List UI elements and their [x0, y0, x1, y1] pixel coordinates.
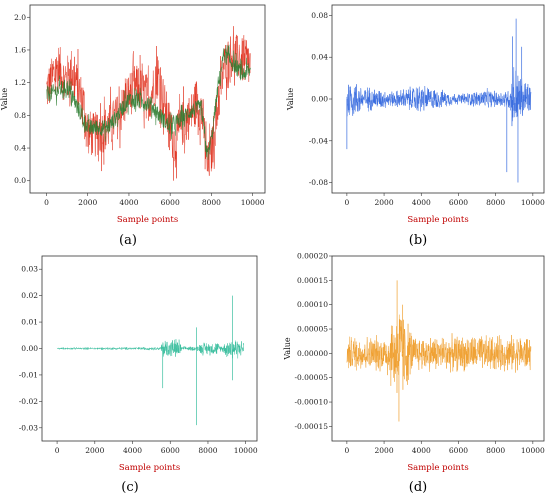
y-tick-label: -0.02 [19, 397, 38, 406]
y-axis-label: Value [283, 337, 292, 361]
panel-d: 0 2000 4000 6000 8000 10000 -0.00015 -0.00010 -0… [283, 252, 545, 496]
x-axis-label: Sample points [407, 215, 468, 225]
x-tick-label: 10000 [521, 446, 545, 455]
panel-label: (c) [121, 480, 138, 495]
x-tick-label: 2000 [85, 446, 104, 455]
panel-label: (b) [409, 233, 427, 248]
x-tick-label: 4000 [412, 446, 431, 455]
x-tick-label: 8000 [486, 198, 505, 207]
series-trace [346, 314, 532, 393]
panel-label: (d) [409, 480, 427, 495]
x-tick-label: 2000 [375, 446, 394, 455]
y-tick-label: 1.6 [14, 45, 26, 54]
x-tick-label: 6000 [161, 446, 180, 455]
x-tick-label: 0 [344, 446, 349, 455]
x-tick-label: 0 [44, 198, 49, 207]
y-tick-label: 0.00015 [297, 276, 328, 285]
x-tick-label: 6000 [161, 198, 180, 207]
y-tick-label: 0.00020 [297, 252, 328, 261]
x-tick-label: 0 [344, 198, 349, 207]
y-tick-label: 0.00005 [297, 325, 328, 334]
series-line [46, 44, 251, 160]
panel-label: (a) [119, 233, 137, 248]
y-axis-label: Value [286, 88, 295, 112]
y-tick-label: -0.03 [19, 423, 38, 432]
y-tick-label: 0.03 [21, 265, 38, 274]
y-tick-label: 2.0 [14, 13, 26, 22]
y-tick-label: 0.4 [14, 144, 26, 153]
y-tick-label: -0.00015 [294, 422, 328, 431]
y-tick-label: 0.02 [21, 291, 38, 300]
x-tick-label: 4000 [119, 198, 138, 207]
y-tick-label: 1.2 [14, 78, 26, 87]
x-tick-label: 4000 [412, 198, 431, 207]
y-tick-label: 0.04 [311, 53, 328, 62]
y-tick-label: 0.00000 [297, 349, 328, 358]
x-tick-label: 0 [55, 446, 60, 455]
x-tick-label: 10000 [241, 198, 265, 207]
y-axis-label: Value [0, 88, 9, 112]
plot-frame [331, 255, 545, 442]
panel-b: 0 2000 4000 6000 8000 10000 -0.08 -0.04 0.00 0.04… [286, 4, 545, 248]
y-tick-label: -0.00005 [294, 373, 328, 382]
y-tick-label: 0.01 [21, 318, 38, 327]
x-tick-label: 4000 [123, 446, 142, 455]
x-tick-label: 6000 [449, 198, 468, 207]
panel-c: 0 2000 4000 6000 8000 10000 -0.03 -0.02 -0.01 0.0… [19, 255, 258, 495]
y-tick-label: 0.0 [14, 176, 26, 185]
plot-area [46, 26, 251, 181]
y-tick-label: 0.08 [311, 11, 328, 20]
x-tick-label: 8000 [486, 446, 505, 455]
y-tick-label: 0.00010 [297, 300, 328, 309]
y-tick-label: 0.00 [311, 95, 328, 104]
x-tick-label: 2000 [375, 198, 394, 207]
y-tick-label: -0.08 [309, 178, 328, 187]
x-tick-label: 8000 [198, 446, 217, 455]
plot-area [346, 18, 532, 183]
y-tick-label: -0.00010 [294, 398, 328, 407]
y-tick-label: -0.04 [309, 136, 328, 145]
x-axis-label: Sample points [119, 463, 180, 473]
x-axis-label: Sample points [407, 463, 468, 473]
y-tick-label: 0.8 [14, 111, 26, 120]
x-axis-label: Sample points [117, 215, 178, 225]
panel-a: 0 2000 4000 6000 8000 10000 0.0 0.4 0.8 1.2 1.6 2.0… [0, 4, 266, 248]
x-tick-label: 10000 [234, 446, 258, 455]
series-trace [346, 67, 532, 127]
plot-area [56, 295, 245, 426]
x-tick-label: 6000 [449, 446, 468, 455]
plot-frame [29, 4, 266, 194]
plot-area [346, 280, 532, 422]
x-tick-label: 2000 [78, 198, 97, 207]
y-tick-label: -0.01 [19, 370, 38, 379]
y-tick-label: 0.00 [21, 344, 38, 353]
x-tick-label: 8000 [202, 198, 221, 207]
x-tick-label: 10000 [521, 198, 545, 207]
series-trace [56, 339, 245, 359]
